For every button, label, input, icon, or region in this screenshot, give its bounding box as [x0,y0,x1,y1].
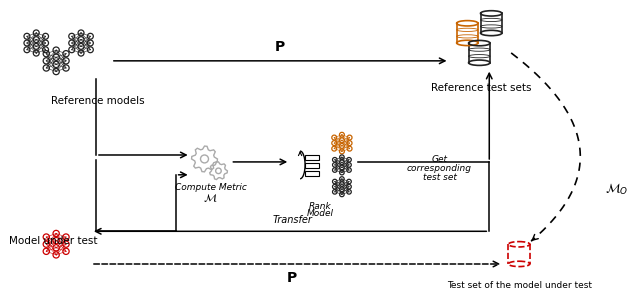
Text: Test set of the model under test: Test set of the model under test [447,281,591,290]
Text: $\mathcal{M}_O$: $\mathcal{M}_O$ [605,182,628,197]
Text: Reference test sets: Reference test sets [431,83,532,93]
Text: Compute Metric: Compute Metric [175,183,246,192]
Text: Model: Model [307,209,333,218]
Bar [305,155,319,160]
Text: Model under test: Model under test [10,236,98,246]
Text: P: P [287,271,297,285]
Text: P: P [275,40,285,54]
Bar [305,163,319,168]
Bar [305,171,319,176]
Text: corresponding: corresponding [407,164,472,173]
Text: Transfer: Transfer [272,215,312,225]
Text: Get: Get [431,155,447,164]
Text: $\mathcal{M}$: $\mathcal{M}$ [203,192,218,204]
Text: Rank: Rank [308,201,332,211]
Text: test set: test set [422,173,456,182]
Text: Reference models: Reference models [51,95,145,106]
